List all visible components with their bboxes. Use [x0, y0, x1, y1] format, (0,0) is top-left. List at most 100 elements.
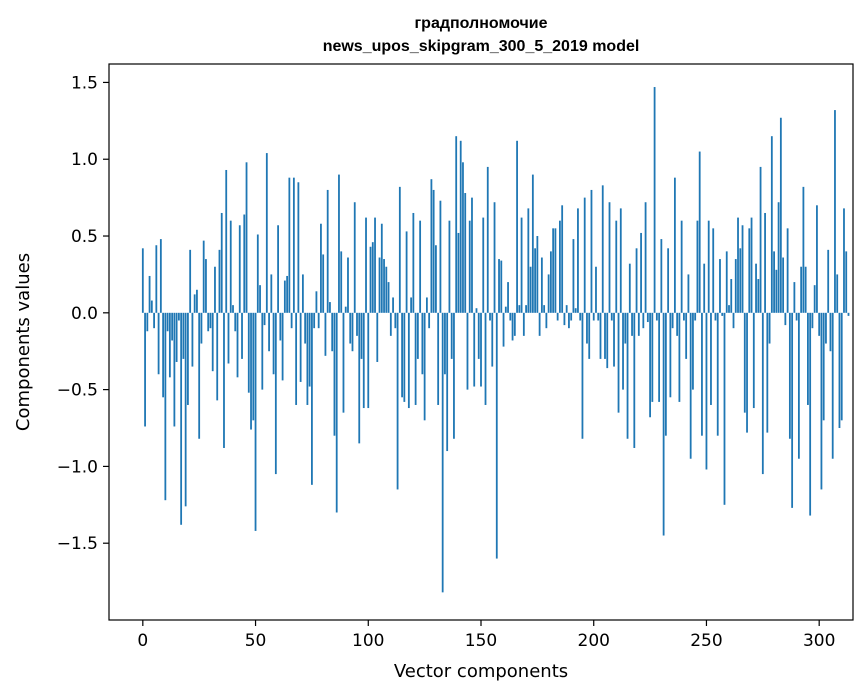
y-tick-label-2: −0.5 [57, 381, 98, 401]
bar-218 [633, 312, 636, 448]
bar-245 [694, 312, 697, 321]
bar-199 [590, 189, 593, 313]
bar-249 [703, 263, 706, 313]
bar-277 [766, 312, 769, 433]
bar-257 [721, 312, 724, 316]
bar-88 [340, 251, 343, 313]
bar-13 [171, 312, 174, 341]
bar-16 [177, 312, 180, 321]
bar-4 [150, 300, 153, 313]
bar-66 [290, 312, 293, 329]
bar-10 [164, 312, 167, 501]
bar-68 [295, 312, 298, 405]
bar-273 [757, 279, 760, 313]
bar-276 [764, 212, 766, 313]
x-tick-label-300: 300 [803, 631, 835, 651]
bar-289 [793, 282, 796, 313]
bar-61 [279, 312, 282, 341]
x-tick-label-0: 0 [137, 631, 148, 651]
bar-104 [376, 312, 379, 362]
bar-252 [710, 312, 712, 405]
y-axis-label: Components values [13, 253, 34, 431]
bar-122 [416, 312, 419, 359]
bar-295 [807, 312, 809, 405]
bar-189 [568, 312, 570, 329]
bar-87 [338, 174, 340, 313]
y-tick-label-4: 0.5 [71, 227, 98, 247]
bar-97 [360, 312, 363, 359]
bar-76 [313, 312, 316, 329]
bar-307 [834, 110, 836, 313]
bar-51 [256, 234, 259, 313]
bar-226 [651, 312, 654, 402]
bar-55 [265, 153, 268, 313]
bar-54 [263, 312, 266, 326]
bar-312 [845, 251, 848, 313]
bar-303 [825, 312, 827, 344]
bar-127 [428, 312, 431, 329]
bar-296 [809, 312, 812, 516]
bar-40 [232, 305, 234, 313]
bar-227 [653, 87, 656, 313]
bar-169 [522, 312, 525, 336]
x-tick-label-100: 100 [352, 631, 384, 651]
bar-308 [836, 274, 839, 313]
bar-154 [489, 312, 491, 321]
bar-99 [365, 217, 367, 313]
bar-310 [840, 312, 843, 421]
bar-284 [782, 257, 785, 313]
bar-174 [534, 248, 537, 313]
bar-38 [227, 312, 230, 364]
bar-157 [495, 312, 498, 559]
y-tick-label-0: −1.5 [57, 534, 98, 554]
bar-63 [283, 280, 286, 313]
bar-109 [387, 282, 390, 313]
bar-175 [536, 236, 539, 313]
bar-234 [669, 312, 672, 398]
bar-31 [211, 312, 214, 372]
bar-297 [811, 312, 814, 329]
bar-225 [649, 312, 651, 418]
bar-313 [847, 312, 850, 316]
bar-100 [367, 312, 370, 409]
bar-207 [608, 202, 611, 313]
bar-98 [362, 312, 365, 409]
bar-142 [462, 162, 464, 313]
bar-90 [344, 306, 347, 313]
bar-50 [254, 312, 257, 531]
bar-106 [380, 223, 383, 313]
bar-73 [306, 312, 309, 405]
bar-11 [166, 312, 169, 332]
bar-81 [324, 312, 327, 356]
bar-27 [202, 240, 205, 313]
bar-299 [816, 205, 818, 313]
bar-152 [484, 312, 487, 405]
bar-37 [225, 169, 228, 313]
bar-94 [353, 202, 356, 313]
bar-262 [732, 312, 735, 329]
bar-112 [394, 312, 397, 329]
bar-217 [631, 312, 633, 336]
bar-32 [214, 266, 216, 313]
bar-48 [250, 312, 252, 430]
bar-238 [678, 312, 681, 402]
bar-41 [234, 312, 237, 332]
bar-140 [457, 232, 460, 313]
bar-125 [423, 312, 426, 421]
bar-96 [358, 312, 361, 444]
bar-23 [193, 294, 196, 313]
bar-210 [615, 220, 618, 313]
bar-233 [667, 248, 670, 313]
bar-124 [421, 312, 424, 375]
bar-121 [414, 312, 417, 405]
bar-35 [220, 212, 223, 313]
bar-254 [714, 312, 717, 321]
bar-162 [507, 282, 509, 313]
bar-123 [419, 220, 422, 313]
bar-194 [579, 312, 582, 321]
bar-46 [245, 162, 248, 313]
x-tick-label-200: 200 [578, 631, 610, 651]
bar-34 [218, 249, 221, 313]
bar-70 [299, 312, 302, 382]
bar-209 [613, 312, 615, 367]
